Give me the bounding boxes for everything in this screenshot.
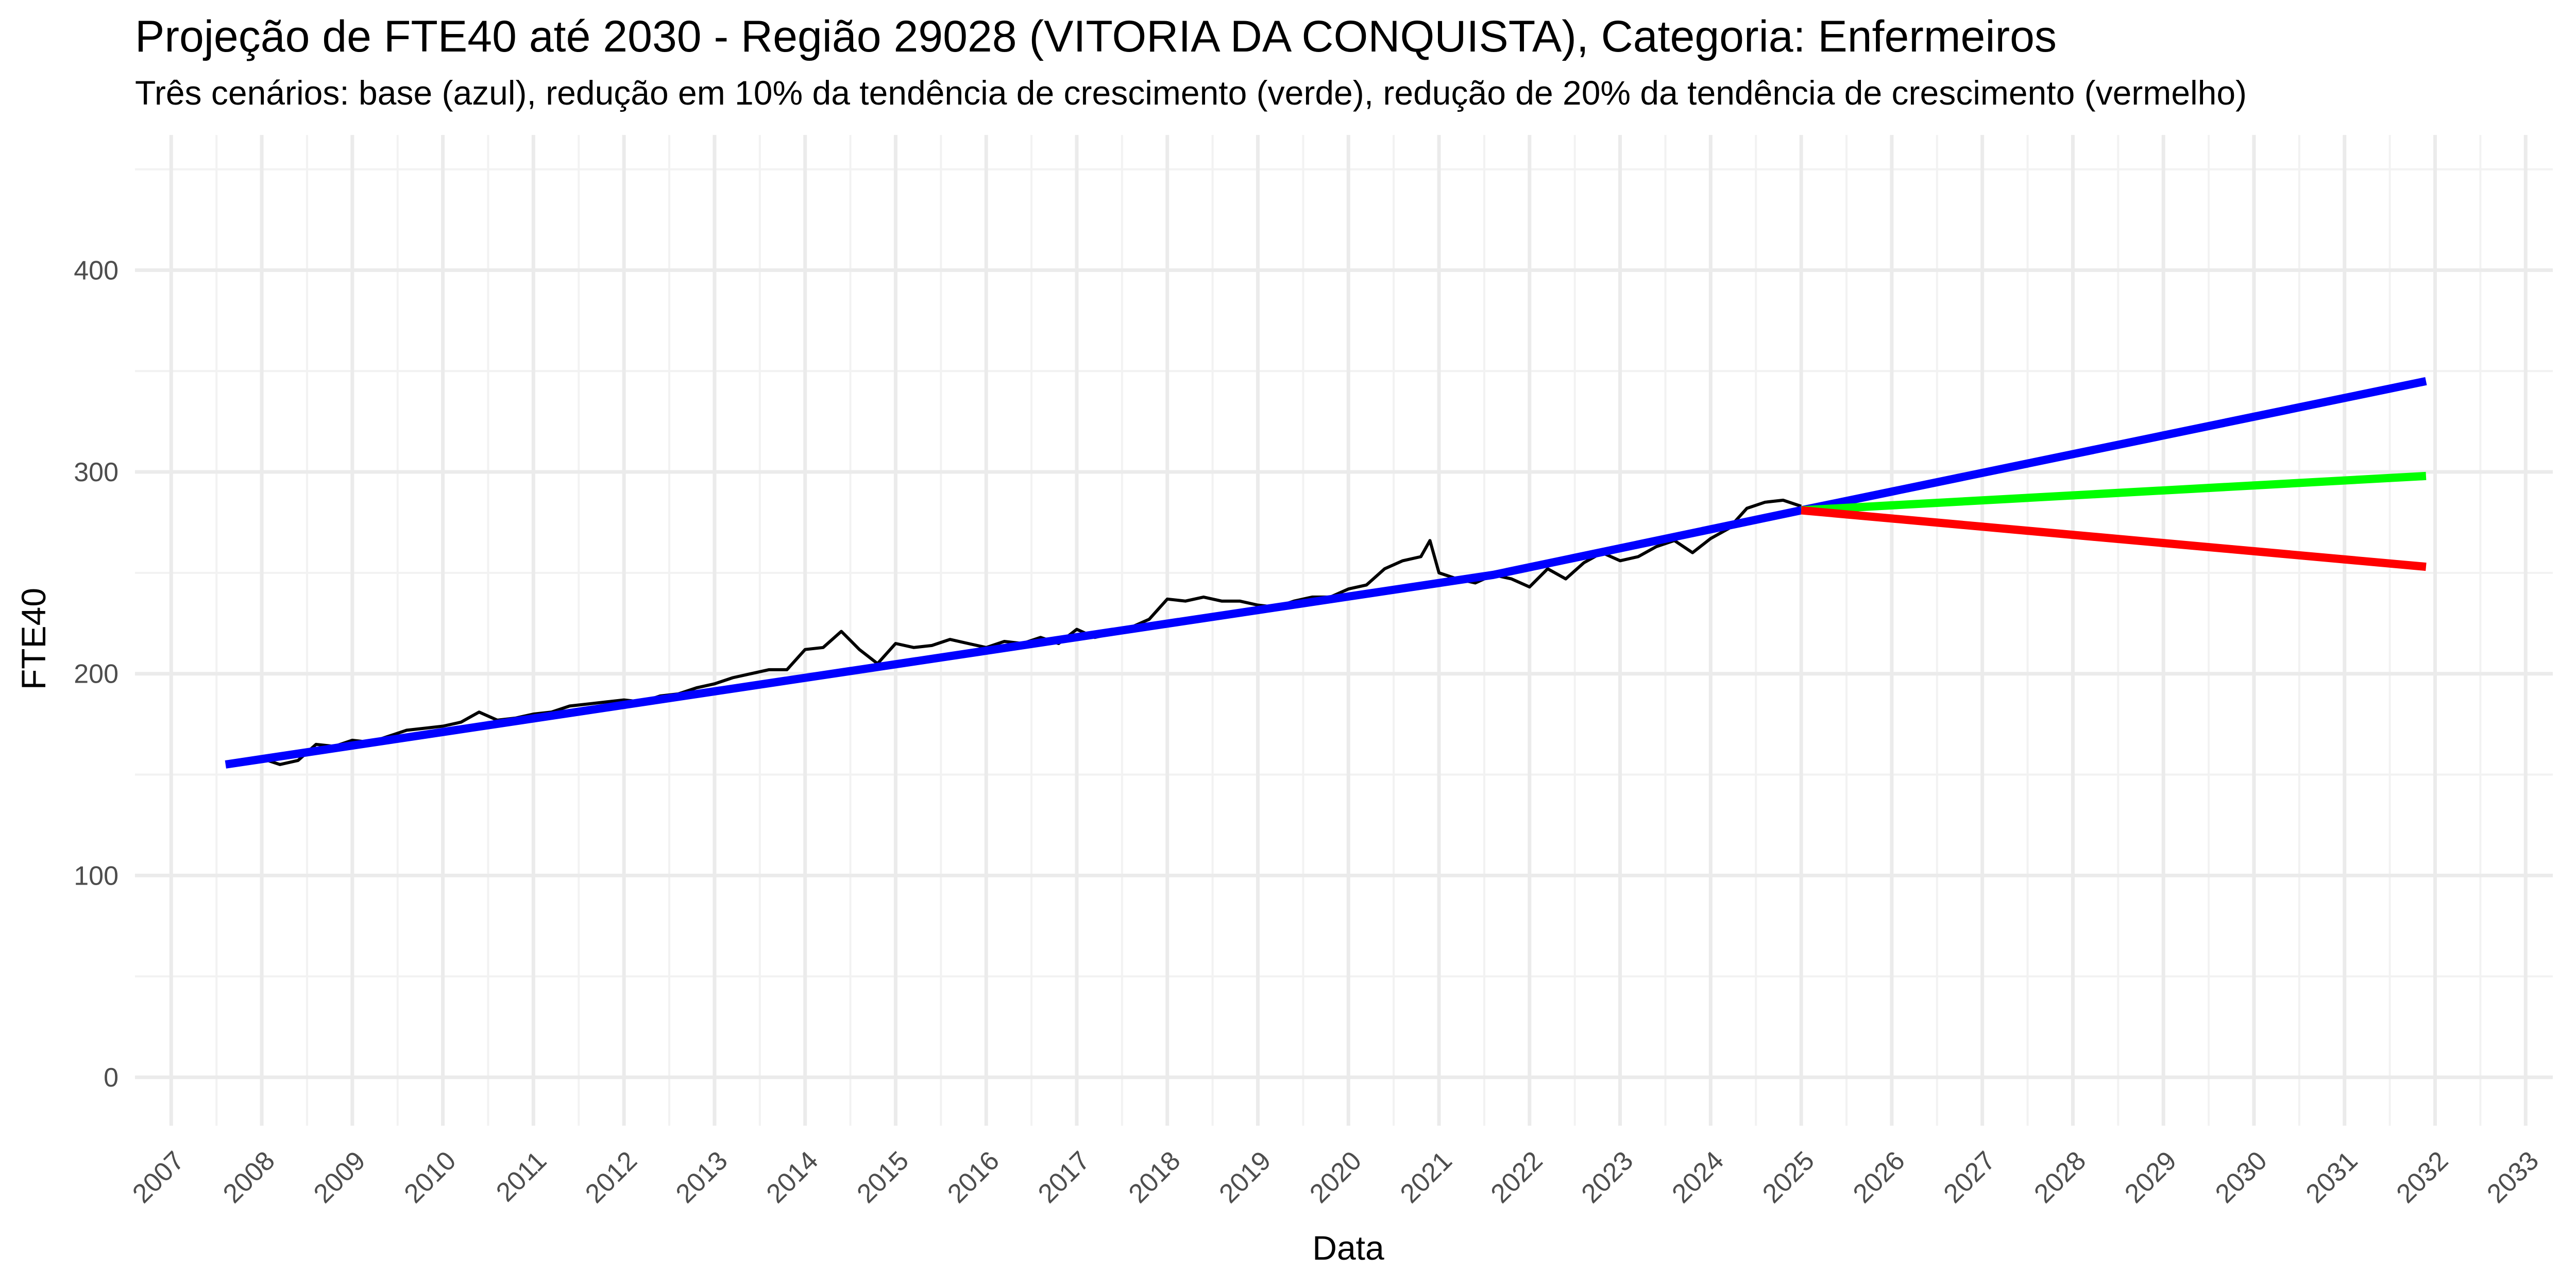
grid-major	[135, 135, 2553, 1126]
x-tick-label: 2007	[127, 1146, 190, 1209]
x-tick-label: 2017	[1032, 1146, 1096, 1209]
scenario-20pct-line	[1801, 506, 2427, 571]
x-tick-label: 2031	[2300, 1146, 2364, 1209]
x-tick-label: 2012	[580, 1146, 643, 1209]
grid-minor	[135, 135, 2553, 1126]
x-axis-title: Data	[1312, 1229, 1384, 1267]
y-tick-label: 300	[74, 457, 118, 487]
x-tick-label: 2011	[490, 1146, 552, 1208]
x-tick-label: 2020	[1304, 1146, 1367, 1209]
x-tick-label: 2009	[308, 1146, 371, 1209]
x-tick-label: 2016	[942, 1146, 1005, 1209]
y-tick-label: 400	[74, 256, 118, 285]
y-tick-label: 0	[104, 1063, 118, 1093]
x-tick-label: 2029	[2119, 1146, 2182, 1209]
y-tick-label: 100	[74, 861, 118, 891]
x-tick-label: 2032	[2391, 1146, 2454, 1209]
x-tick-label: 2030	[2210, 1146, 2273, 1209]
chart-title: Projeção de FTE40 até 2030 - Região 2902…	[135, 12, 2057, 61]
x-tick-label: 2019	[1213, 1146, 1277, 1209]
x-tick-label: 2010	[399, 1146, 462, 1209]
x-tick-label: 2013	[670, 1146, 734, 1209]
x-tick-label: 2025	[1757, 1146, 1820, 1209]
x-tick-label: 2018	[1123, 1146, 1187, 1209]
series-lines	[225, 377, 2427, 769]
x-tick-label: 2023	[1576, 1146, 1639, 1209]
x-tick-label: 2008	[217, 1146, 281, 1209]
x-tick-label: 2021	[1395, 1146, 1458, 1209]
y-tick-label: 200	[74, 659, 118, 689]
x-tick-label: 2027	[1938, 1146, 2002, 1209]
x-tick-label: 2014	[761, 1146, 824, 1209]
x-tick-label: 2022	[1485, 1146, 1549, 1209]
x-tick-labels: 2007 2008 2009 2010 2011 2012 2013 2014 2015 2016…	[127, 1146, 2545, 1209]
x-tick-label: 2033	[2481, 1146, 2545, 1209]
chart-subtitle: Três cenários: base (azul), redução em 1…	[135, 74, 2247, 112]
y-axis-title: FTE40	[14, 588, 53, 690]
x-tick-label: 2024	[1666, 1146, 1730, 1209]
scenario-10pct-line	[1801, 471, 2427, 515]
x-tick-label: 2015	[851, 1146, 914, 1209]
base-scenario-line	[225, 377, 2427, 769]
x-tick-label: 2026	[1848, 1146, 1911, 1209]
y-tick-labels: 0 100 200 300 400	[74, 256, 118, 1093]
x-tick-label: 2028	[2028, 1146, 2092, 1209]
